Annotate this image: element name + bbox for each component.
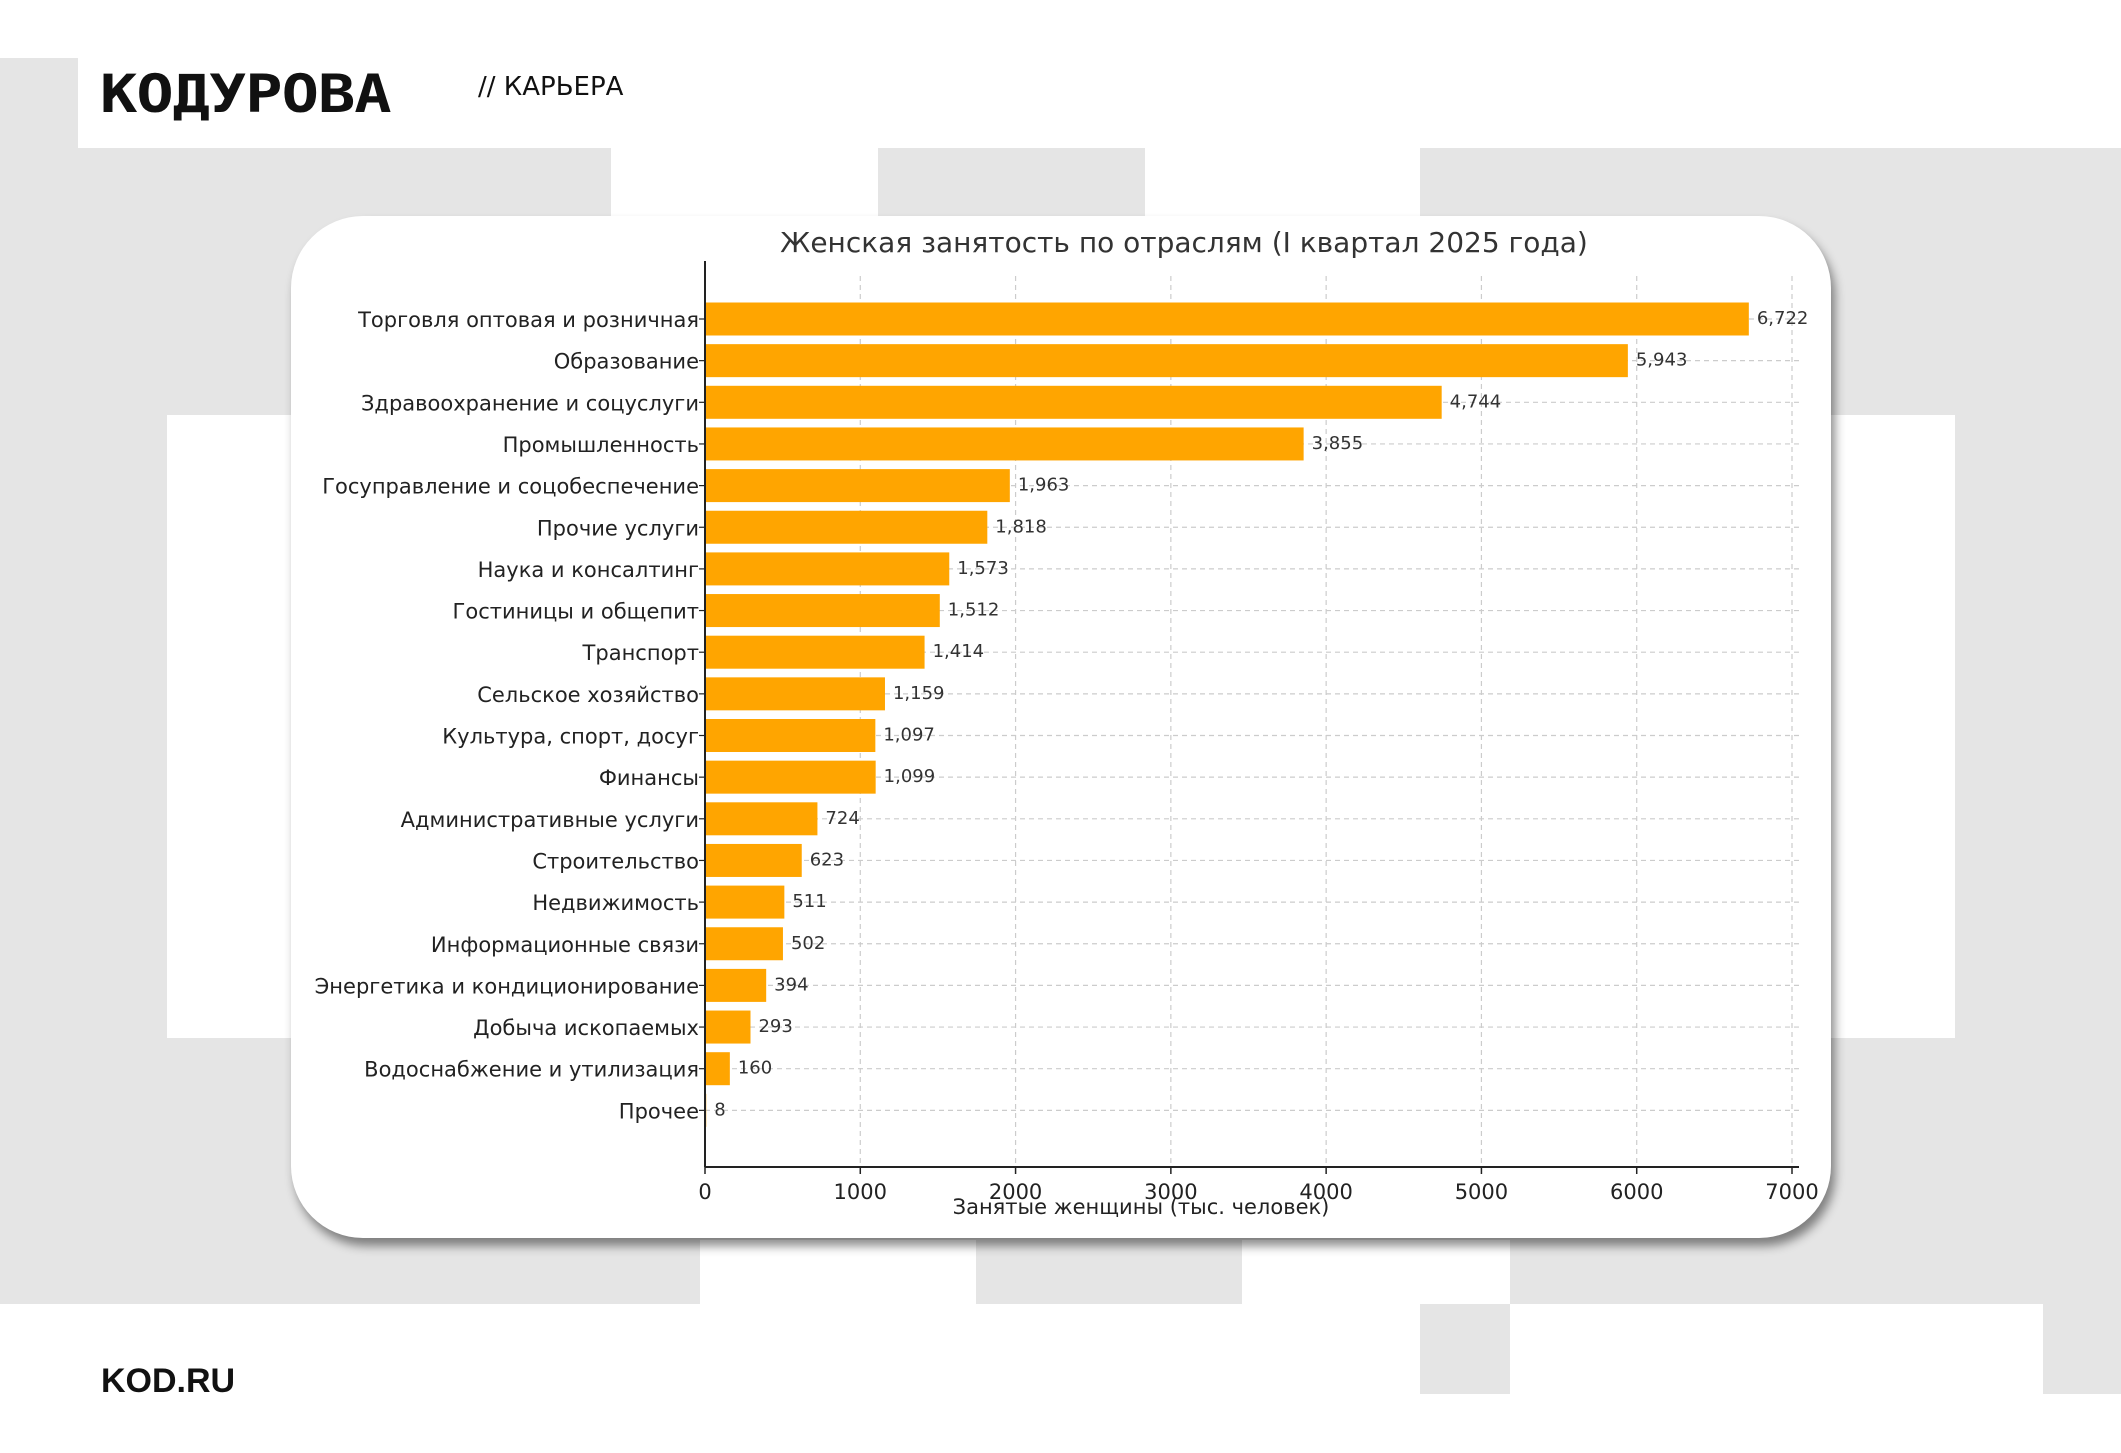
value-label: 1,963 [1018, 475, 1070, 496]
bar [705, 885, 785, 919]
bar [705, 1010, 751, 1044]
bar [705, 927, 783, 961]
x-tick-label: 4000 [1299, 1180, 1352, 1204]
category-label: Прочие услуги [537, 516, 699, 540]
category-label: Госуправление и соцобеспечение [322, 475, 699, 499]
x-tick-label: 2000 [989, 1180, 1042, 1204]
category-label: Транспорт [582, 641, 699, 665]
category-label: Строительство [532, 849, 699, 873]
category-label: Образование [554, 350, 699, 374]
site-label: KOD.RU [101, 1362, 236, 1400]
value-label: 1,097 [883, 725, 935, 746]
category-label: Здравоохранение и соцуслуги [361, 391, 699, 415]
value-label: 5,943 [1636, 350, 1688, 371]
bars [705, 302, 1749, 1127]
axes [699, 261, 1799, 1174]
x-tick-label: 3000 [1144, 1180, 1197, 1204]
chart-card: Женская занятость по отраслям (I квартал… [291, 216, 1831, 1238]
bar [705, 552, 950, 586]
x-tick-labels: 0 1000 2000 3000 4000 5000 6000 7000 [698, 1180, 1818, 1204]
x-tick-label: 5000 [1455, 1180, 1508, 1204]
value-label: 1,414 [933, 641, 985, 662]
x-axis-title: Занятые женщины (тыс. человек) [953, 1195, 1330, 1219]
bar [705, 1052, 730, 1086]
bar [705, 843, 802, 877]
brand-logo: КОДУРОВА [100, 62, 392, 125]
bar [705, 594, 940, 628]
value-label: 623 [810, 849, 844, 870]
category-label: Финансы [599, 766, 699, 790]
category-label: Сельское хозяйство [477, 683, 699, 707]
category-label: Добыча ископаемых [473, 1016, 699, 1040]
section-label: // КАРЬЕРА [478, 72, 624, 102]
bar [705, 344, 1628, 378]
value-label: 3,855 [1312, 433, 1364, 454]
category-label: Культура, спорт, досуг [442, 725, 699, 749]
bar [705, 510, 988, 544]
value-label: 394 [774, 974, 808, 995]
category-label: Наука и консалтинг [478, 558, 699, 582]
value-label: 1,512 [948, 600, 1000, 621]
background-block [700, 1240, 976, 1304]
bar [705, 677, 885, 711]
value-label: 1,573 [957, 558, 1009, 579]
value-label: 8 [714, 1099, 725, 1120]
value-label: 511 [792, 891, 826, 912]
bar [705, 760, 876, 794]
x-tick-label: 7000 [1765, 1180, 1818, 1204]
bar [705, 469, 1010, 503]
background-block [0, 58, 78, 1304]
category-label: Гостиницы и общепит [453, 600, 699, 624]
bar [705, 968, 767, 1002]
bar-chart: Женская занятость по отраслям (I квартал… [315, 226, 1819, 1219]
category-labels: Торговля оптовая и розничная Образование З… [315, 308, 699, 1123]
value-labels: 6,722 5,943 4,744 3,855 1,963 1,818 1,573 1,512… [714, 308, 1808, 1120]
x-tick-label: 0 [698, 1180, 711, 1204]
bar [705, 719, 876, 752]
value-label: 4,744 [1450, 391, 1502, 412]
value-label: 502 [791, 933, 825, 954]
value-label: 6,722 [1757, 308, 1809, 329]
background-block [1242, 1240, 1510, 1304]
x-tick-label: 1000 [834, 1180, 887, 1204]
value-label: 1,099 [884, 766, 936, 787]
background-block [1510, 1304, 2043, 1394]
bar [705, 427, 1304, 461]
category-label: Торговля оптовая и розничная [357, 308, 699, 332]
value-label: 1,818 [995, 516, 1047, 537]
bar [705, 385, 1442, 419]
chart-title: Женская занятость по отраслям (I квартал… [780, 226, 1588, 259]
category-label: Промышленность [503, 433, 699, 457]
value-label: 293 [758, 1016, 792, 1037]
category-label: Информационные связи [431, 933, 699, 957]
category-label: Недвижимость [532, 891, 699, 915]
value-label: 724 [825, 808, 859, 829]
bar [705, 635, 925, 669]
category-label: Энергетика и кондиционирование [315, 974, 699, 998]
bar [705, 802, 818, 836]
value-label: 1,159 [893, 683, 945, 704]
x-tick-label: 6000 [1610, 1180, 1663, 1204]
category-label: Прочее [619, 1099, 699, 1123]
category-label: Административные услуги [401, 808, 699, 832]
value-label: 160 [738, 1058, 772, 1079]
bar [705, 302, 1749, 336]
category-label: Водоснабжение и утилизация [364, 1058, 699, 1082]
